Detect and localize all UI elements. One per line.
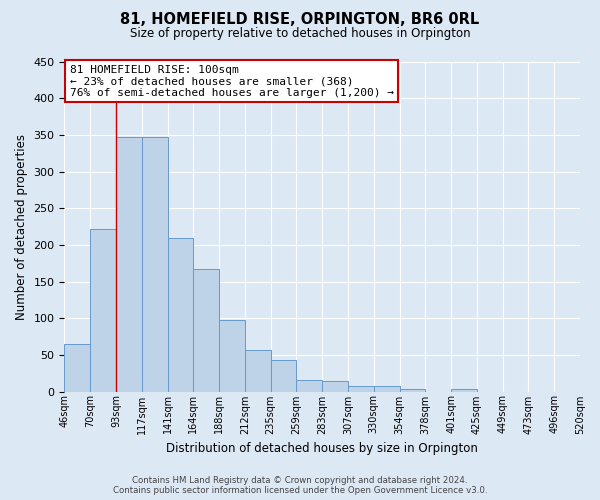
Bar (348, 386, 374, 392)
Text: Contains HM Land Registry data © Crown copyright and database right 2024.
Contai: Contains HM Land Registry data © Crown c… (113, 476, 487, 495)
Bar (193, 269, 219, 392)
Bar (167, 238, 193, 392)
Bar (271, 360, 296, 392)
Bar (374, 386, 400, 392)
Bar (451, 390, 477, 392)
Text: 81 HOMEFIELD RISE: 100sqm
← 23% of detached houses are smaller (368)
76% of semi: 81 HOMEFIELD RISE: 100sqm ← 23% of detac… (70, 65, 394, 98)
Text: Size of property relative to detached houses in Orpington: Size of property relative to detached ho… (130, 28, 470, 40)
Bar (322, 380, 348, 392)
Bar (142, 137, 167, 392)
Bar (400, 388, 425, 392)
X-axis label: Distribution of detached houses by size in Orpington: Distribution of detached houses by size … (166, 442, 478, 455)
Bar (219, 320, 245, 392)
Text: 81, HOMEFIELD RISE, ORPINGTON, BR6 0RL: 81, HOMEFIELD RISE, ORPINGTON, BR6 0RL (121, 12, 479, 28)
Bar (116, 137, 142, 392)
Bar (90, 228, 116, 392)
Bar (296, 380, 322, 392)
Bar (64, 344, 90, 392)
Bar (245, 350, 271, 392)
Y-axis label: Number of detached properties: Number of detached properties (15, 134, 28, 320)
